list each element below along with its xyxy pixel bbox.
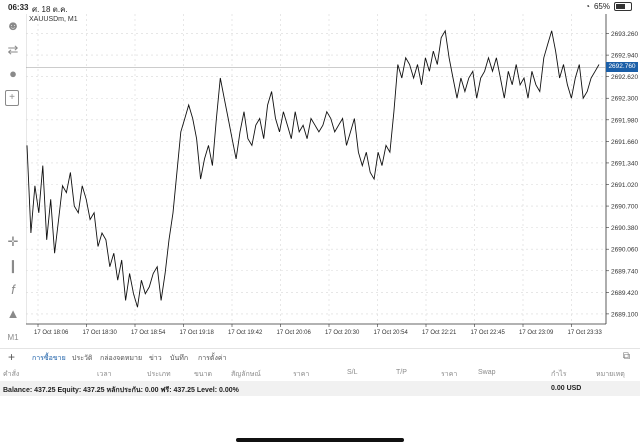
y-tick-label: 2691.020: [611, 182, 638, 189]
y-tick-label: 2692.620: [611, 74, 638, 81]
col-type: ประเภท: [147, 371, 171, 378]
x-tick-label: 17 Oct 20:30: [325, 330, 360, 336]
col-price: ราคา: [293, 371, 310, 378]
balance-bar: Balance: 437.25 Equity: 437.25 หลักประกั…: [0, 381, 640, 396]
crosshair-icon[interactable]: ✛: [7, 234, 19, 249]
objects-icon[interactable]: ▲: [6, 306, 20, 321]
price-line-series: [26, 29, 600, 308]
new-order-icon[interactable]: +: [5, 90, 19, 106]
user-icon[interactable]: ☻: [6, 18, 20, 33]
home-indicator[interactable]: [236, 438, 404, 442]
col-time: เวลา: [97, 371, 112, 378]
add-icon[interactable]: +: [8, 350, 16, 364]
chart-symbol: XAUUSDm, M1: [29, 16, 78, 23]
total-profit: 0.00 USD: [551, 385, 582, 392]
timeframe-icon[interactable]: M1: [7, 333, 19, 342]
y-tick-label: 2689.420: [611, 290, 638, 297]
tab-journal[interactable]: บันทึก: [170, 355, 189, 362]
y-tick-label: 2690.700: [611, 204, 638, 211]
indicator-icon[interactable]: f: [11, 282, 15, 297]
orders-header: คำสั่ง เวลา ประเภท ขนาด สัญลักษณ์ ราคา S…: [0, 366, 640, 380]
y-tick-label: 2693.260: [611, 31, 638, 38]
battery-icon: [614, 2, 632, 11]
y-tick-label: 2689.740: [611, 268, 638, 275]
tab-settings[interactable]: การตั้งค่า: [198, 355, 227, 362]
share-icon[interactable]: ⇄: [7, 42, 19, 57]
tab-news[interactable]: ข่าว: [149, 355, 162, 362]
battery-percent: 65%: [593, 2, 610, 11]
tab-mailbox[interactable]: กล่องจดหมาย: [100, 355, 143, 362]
chart-toolbar: ☻ ⇄ ● + ✛ ❙ f ▲ M1: [0, 14, 26, 344]
chart-canvas: 2693.260 2692.940 2692.620 2692.300 2691.980…: [26, 14, 638, 336]
x-tick-label: 17 Oct 22:45: [471, 330, 506, 336]
col-sl: S/L: [347, 369, 358, 376]
export-icon[interactable]: ⧉: [622, 351, 630, 362]
x-tick-label: 17 Oct 23:09: [519, 330, 554, 336]
status-bar: 06:33 ศ. 18 ต.ค. ◔ 65%: [0, 0, 640, 14]
col-current-price: ราคา: [441, 371, 458, 378]
x-tick-label: 17 Oct 20:06: [277, 330, 312, 336]
y-tick-label: 2690.060: [611, 247, 638, 254]
x-tick-label: 17 Oct 18:06: [34, 330, 69, 336]
price-chart[interactable]: 2693.260 2692.940 2692.620 2692.300 2691.980…: [26, 14, 640, 346]
tab-history[interactable]: ประวัติ: [72, 355, 93, 362]
x-tick-label: 17 Oct 23:33: [568, 330, 603, 336]
status-date: ศ. 18 ต.ค.: [32, 5, 68, 14]
col-size: ขนาด: [194, 371, 213, 378]
y-tick-label: 2690.380: [611, 225, 638, 232]
candles-icon[interactable]: ❙: [7, 258, 19, 273]
current-price-label: 2692.760: [606, 62, 638, 73]
y-tick-label: 2691.980: [611, 117, 638, 124]
col-symbol: สัญลักษณ์: [231, 371, 261, 378]
col-order: คำสั่ง: [3, 371, 20, 378]
col-tp: T/P: [396, 369, 407, 376]
terminal-tabs: + การซื้อขาย ประวัติ กล่องจดหมาย ข่าว บั…: [0, 348, 640, 365]
col-comment: หมายเหตุ: [596, 371, 625, 378]
x-tick-label: 17 Oct 20:54: [374, 330, 409, 336]
y-tick-label: 2691.340: [611, 160, 638, 167]
y-tick-label: 2689.100: [611, 311, 638, 318]
y-tick-label: 2692.940: [611, 53, 638, 60]
balance-text: Balance: 437.25 Equity: 437.25 หลักประกั…: [3, 387, 239, 394]
col-profit: กำไร: [551, 371, 567, 378]
x-tick-label: 17 Oct 19:18: [180, 330, 215, 336]
status-time: 06:33: [8, 3, 29, 12]
y-tick-label: 2691.660: [611, 139, 638, 146]
x-tick-label: 17 Oct 18:30: [83, 330, 118, 336]
x-tick-label: 17 Oct 22:21: [422, 330, 457, 336]
tab-trade[interactable]: การซื้อขาย: [32, 355, 66, 362]
x-tick-label: 17 Oct 18:54: [131, 330, 166, 336]
y-tick-label: 2692.300: [611, 96, 638, 103]
col-swap: Swap: [478, 369, 496, 376]
x-tick-label: 17 Oct 19:42: [228, 330, 263, 336]
chat-icon[interactable]: ●: [9, 66, 17, 81]
wifi-icon: ◔: [585, 2, 590, 11]
